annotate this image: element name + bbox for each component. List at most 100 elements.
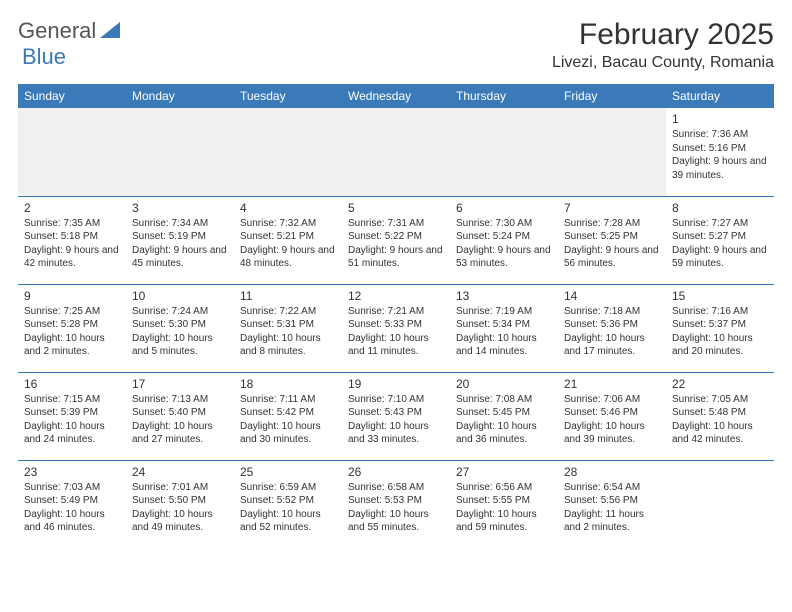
day-info: Sunrise: 7:34 AMSunset: 5:19 PMDaylight:…	[132, 217, 228, 271]
day-info: Sunrise: 7:05 AMSunset: 5:48 PMDaylight:…	[672, 393, 768, 447]
day-number: 7	[564, 200, 660, 216]
day-info: Sunrise: 7:03 AMSunset: 5:49 PMDaylight:…	[24, 481, 120, 535]
day-number: 1	[672, 111, 768, 127]
title-block: February 2025 Livezi, Bacau County, Roma…	[552, 18, 774, 72]
calendar-cell	[450, 108, 558, 196]
calendar-row: 9Sunrise: 7:25 AMSunset: 5:28 PMDaylight…	[18, 284, 774, 372]
calendar-cell: 24Sunrise: 7:01 AMSunset: 5:50 PMDayligh…	[126, 460, 234, 548]
day-info: Sunrise: 7:01 AMSunset: 5:50 PMDaylight:…	[132, 481, 228, 535]
day-number: 4	[240, 200, 336, 216]
day-number: 12	[348, 288, 444, 304]
logo-text-1: General	[18, 18, 96, 44]
day-number: 16	[24, 376, 120, 392]
day-info: Sunrise: 7:22 AMSunset: 5:31 PMDaylight:…	[240, 305, 336, 359]
calendar-cell: 23Sunrise: 7:03 AMSunset: 5:49 PMDayligh…	[18, 460, 126, 548]
day-info: Sunrise: 6:56 AMSunset: 5:55 PMDaylight:…	[456, 481, 552, 535]
calendar-row: 1Sunrise: 7:36 AMSunset: 5:16 PMDaylight…	[18, 108, 774, 196]
calendar-cell: 28Sunrise: 6:54 AMSunset: 5:56 PMDayligh…	[558, 460, 666, 548]
calendar-cell: 8Sunrise: 7:27 AMSunset: 5:27 PMDaylight…	[666, 196, 774, 284]
calendar-row: 23Sunrise: 7:03 AMSunset: 5:49 PMDayligh…	[18, 460, 774, 548]
month-title: February 2025	[552, 18, 774, 52]
day-info: Sunrise: 7:19 AMSunset: 5:34 PMDaylight:…	[456, 305, 552, 359]
day-info: Sunrise: 7:11 AMSunset: 5:42 PMDaylight:…	[240, 393, 336, 447]
day-number: 24	[132, 464, 228, 480]
day-number: 20	[456, 376, 552, 392]
calendar-cell: 22Sunrise: 7:05 AMSunset: 5:48 PMDayligh…	[666, 372, 774, 460]
calendar-cell: 6Sunrise: 7:30 AMSunset: 5:24 PMDaylight…	[450, 196, 558, 284]
calendar-cell	[126, 108, 234, 196]
column-header: Friday	[558, 84, 666, 108]
day-number: 10	[132, 288, 228, 304]
day-number: 25	[240, 464, 336, 480]
day-info: Sunrise: 6:59 AMSunset: 5:52 PMDaylight:…	[240, 481, 336, 535]
logo-triangle-icon	[100, 18, 120, 44]
day-info: Sunrise: 6:54 AMSunset: 5:56 PMDaylight:…	[564, 481, 660, 535]
calendar-cell: 1Sunrise: 7:36 AMSunset: 5:16 PMDaylight…	[666, 108, 774, 196]
calendar-cell: 9Sunrise: 7:25 AMSunset: 5:28 PMDaylight…	[18, 284, 126, 372]
calendar-cell: 14Sunrise: 7:18 AMSunset: 5:36 PMDayligh…	[558, 284, 666, 372]
calendar-cell: 21Sunrise: 7:06 AMSunset: 5:46 PMDayligh…	[558, 372, 666, 460]
day-info: Sunrise: 7:24 AMSunset: 5:30 PMDaylight:…	[132, 305, 228, 359]
day-info: Sunrise: 7:06 AMSunset: 5:46 PMDaylight:…	[564, 393, 660, 447]
calendar-cell: 13Sunrise: 7:19 AMSunset: 5:34 PMDayligh…	[450, 284, 558, 372]
calendar-cell: 26Sunrise: 6:58 AMSunset: 5:53 PMDayligh…	[342, 460, 450, 548]
calendar-cell: 4Sunrise: 7:32 AMSunset: 5:21 PMDaylight…	[234, 196, 342, 284]
calendar-cell: 3Sunrise: 7:34 AMSunset: 5:19 PMDaylight…	[126, 196, 234, 284]
day-number: 19	[348, 376, 444, 392]
calendar-body: 1Sunrise: 7:36 AMSunset: 5:16 PMDaylight…	[18, 108, 774, 548]
day-info: Sunrise: 7:28 AMSunset: 5:25 PMDaylight:…	[564, 217, 660, 271]
day-info: Sunrise: 7:16 AMSunset: 5:37 PMDaylight:…	[672, 305, 768, 359]
calendar-row: 16Sunrise: 7:15 AMSunset: 5:39 PMDayligh…	[18, 372, 774, 460]
day-info: Sunrise: 7:13 AMSunset: 5:40 PMDaylight:…	[132, 393, 228, 447]
calendar-cell: 11Sunrise: 7:22 AMSunset: 5:31 PMDayligh…	[234, 284, 342, 372]
day-number: 26	[348, 464, 444, 480]
calendar-cell: 25Sunrise: 6:59 AMSunset: 5:52 PMDayligh…	[234, 460, 342, 548]
calendar-cell	[342, 108, 450, 196]
day-info: Sunrise: 7:27 AMSunset: 5:27 PMDaylight:…	[672, 217, 768, 271]
day-info: Sunrise: 7:15 AMSunset: 5:39 PMDaylight:…	[24, 393, 120, 447]
location: Livezi, Bacau County, Romania	[552, 54, 774, 72]
calendar-cell: 15Sunrise: 7:16 AMSunset: 5:37 PMDayligh…	[666, 284, 774, 372]
day-number: 6	[456, 200, 552, 216]
day-number: 14	[564, 288, 660, 304]
day-info: Sunrise: 7:18 AMSunset: 5:36 PMDaylight:…	[564, 305, 660, 359]
day-info: Sunrise: 7:21 AMSunset: 5:33 PMDaylight:…	[348, 305, 444, 359]
calendar-row: 2Sunrise: 7:35 AMSunset: 5:18 PMDaylight…	[18, 196, 774, 284]
column-header: Sunday	[18, 84, 126, 108]
calendar-cell	[666, 460, 774, 548]
calendar-cell: 18Sunrise: 7:11 AMSunset: 5:42 PMDayligh…	[234, 372, 342, 460]
column-header: Thursday	[450, 84, 558, 108]
day-info: Sunrise: 7:36 AMSunset: 5:16 PMDaylight:…	[672, 128, 768, 182]
column-header: Wednesday	[342, 84, 450, 108]
day-number: 23	[24, 464, 120, 480]
day-info: Sunrise: 7:35 AMSunset: 5:18 PMDaylight:…	[24, 217, 120, 271]
day-number: 13	[456, 288, 552, 304]
day-number: 8	[672, 200, 768, 216]
logo-text-2: Blue	[22, 44, 66, 70]
calendar-cell: 20Sunrise: 7:08 AMSunset: 5:45 PMDayligh…	[450, 372, 558, 460]
day-info: Sunrise: 7:10 AMSunset: 5:43 PMDaylight:…	[348, 393, 444, 447]
calendar-cell: 17Sunrise: 7:13 AMSunset: 5:40 PMDayligh…	[126, 372, 234, 460]
calendar-cell: 10Sunrise: 7:24 AMSunset: 5:30 PMDayligh…	[126, 284, 234, 372]
day-number: 18	[240, 376, 336, 392]
calendar-cell: 27Sunrise: 6:56 AMSunset: 5:55 PMDayligh…	[450, 460, 558, 548]
day-number: 17	[132, 376, 228, 392]
column-header: Tuesday	[234, 84, 342, 108]
day-number: 15	[672, 288, 768, 304]
header: General February 2025 Livezi, Bacau Coun…	[18, 18, 774, 72]
day-info: Sunrise: 7:31 AMSunset: 5:22 PMDaylight:…	[348, 217, 444, 271]
calendar-cell: 7Sunrise: 7:28 AMSunset: 5:25 PMDaylight…	[558, 196, 666, 284]
column-header: Saturday	[666, 84, 774, 108]
calendar-cell: 19Sunrise: 7:10 AMSunset: 5:43 PMDayligh…	[342, 372, 450, 460]
day-info: Sunrise: 6:58 AMSunset: 5:53 PMDaylight:…	[348, 481, 444, 535]
calendar-cell	[234, 108, 342, 196]
day-info: Sunrise: 7:25 AMSunset: 5:28 PMDaylight:…	[24, 305, 120, 359]
day-number: 28	[564, 464, 660, 480]
calendar-cell: 2Sunrise: 7:35 AMSunset: 5:18 PMDaylight…	[18, 196, 126, 284]
day-number: 22	[672, 376, 768, 392]
day-number: 5	[348, 200, 444, 216]
calendar-cell: 16Sunrise: 7:15 AMSunset: 5:39 PMDayligh…	[18, 372, 126, 460]
day-number: 27	[456, 464, 552, 480]
calendar-table: SundayMondayTuesdayWednesdayThursdayFrid…	[18, 84, 774, 548]
day-info: Sunrise: 7:30 AMSunset: 5:24 PMDaylight:…	[456, 217, 552, 271]
